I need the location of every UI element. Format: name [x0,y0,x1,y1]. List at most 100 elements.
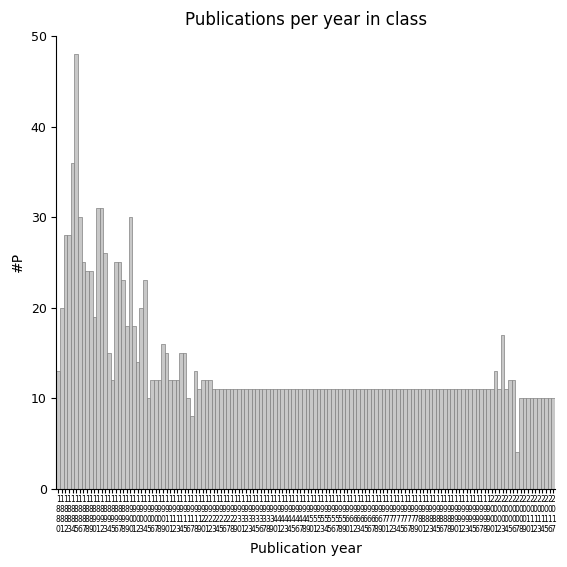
Bar [125,325,129,489]
Bar [60,307,64,489]
Bar [501,335,505,489]
Bar [378,389,382,489]
Bar [537,398,540,489]
Bar [237,389,240,489]
Bar [255,389,259,489]
Bar [497,389,501,489]
Bar [421,389,425,489]
Bar [287,389,291,489]
Bar [197,389,201,489]
Bar [306,389,310,489]
Bar [230,389,234,489]
Bar [429,389,432,489]
Bar [183,353,187,489]
Bar [392,389,396,489]
Bar [414,389,418,489]
Bar [530,398,534,489]
Bar [418,389,421,489]
Bar [100,208,103,489]
Bar [244,389,248,489]
Bar [92,316,96,489]
Bar [515,452,519,489]
Bar [85,272,89,489]
Bar [443,389,447,489]
Bar [223,389,226,489]
Bar [511,380,515,489]
Title: Publications per year in class: Publications per year in class [185,11,427,29]
Bar [486,389,490,489]
Bar [338,389,342,489]
Bar [461,389,465,489]
Bar [158,380,161,489]
Bar [143,281,147,489]
Bar [349,389,353,489]
Bar [465,389,468,489]
Bar [450,389,454,489]
Bar [139,307,143,489]
Bar [353,389,356,489]
Bar [208,380,211,489]
Bar [458,389,461,489]
Bar [259,389,263,489]
Bar [56,371,60,489]
Bar [190,416,194,489]
Bar [523,398,526,489]
Bar [269,389,273,489]
Bar [385,389,389,489]
Bar [331,389,335,489]
Bar [111,380,114,489]
Bar [71,163,74,489]
Bar [252,389,255,489]
Bar [374,389,378,489]
Bar [494,371,497,489]
Bar [432,389,436,489]
Bar [103,253,107,489]
Bar [447,389,450,489]
Bar [476,389,479,489]
Bar [310,389,313,489]
Bar [215,389,219,489]
Bar [281,389,284,489]
Bar [172,380,176,489]
Bar [436,389,439,489]
Bar [302,389,306,489]
Bar [407,389,411,489]
Bar [454,389,458,489]
Bar [403,389,407,489]
Bar [240,389,244,489]
Bar [479,389,483,489]
Bar [74,54,78,489]
Bar [107,353,111,489]
Bar [179,353,183,489]
Bar [439,389,443,489]
Bar [234,389,237,489]
Bar [472,389,476,489]
Bar [121,281,125,489]
Bar [356,389,360,489]
Bar [468,389,472,489]
Bar [64,235,67,489]
Bar [295,389,298,489]
Bar [211,389,215,489]
Bar [548,398,552,489]
Bar [320,389,324,489]
Bar [194,371,197,489]
Bar [425,389,429,489]
Bar [263,389,266,489]
Y-axis label: #P: #P [11,252,25,272]
Bar [327,389,331,489]
Bar [400,389,403,489]
Bar [382,389,385,489]
Bar [367,389,371,489]
Bar [168,380,172,489]
Bar [277,389,281,489]
Bar [89,272,92,489]
Bar [67,235,71,489]
Bar [508,380,511,489]
Bar [205,380,208,489]
Bar [552,398,555,489]
Bar [313,389,316,489]
Bar [291,389,295,489]
Bar [273,389,277,489]
Bar [490,389,494,489]
